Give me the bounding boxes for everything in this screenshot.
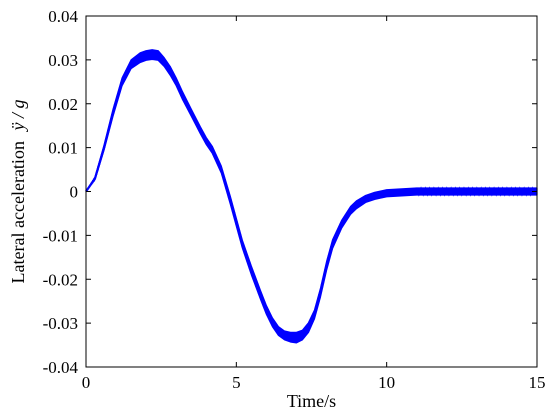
- y-tick-label-6: 0.02: [48, 95, 78, 114]
- series-0-line: [85, 53, 537, 339]
- y-tick-label-0: -0.04: [43, 358, 79, 377]
- x-axis-label: Time/s: [287, 391, 336, 411]
- y-tick-label-3: -0.01: [43, 226, 78, 245]
- ticks-layer: 0 5 10 15 -0.04 -0.03 -0.02 -0.01 0 0.01 0.02 0.03 0…: [43, 7, 546, 392]
- y-tick-label-2: -0.02: [43, 270, 78, 289]
- y-tick-label-5: 0.01: [48, 139, 78, 158]
- x-tick-label-2: 10: [378, 373, 395, 392]
- y-tick-label-1: -0.03: [43, 314, 78, 333]
- y-axis-label-text: Lateral acceleration: [8, 141, 28, 283]
- y-axis-label: Lateral acceleration ÿ / g: [8, 100, 28, 284]
- y-tick-label-4: 0: [70, 183, 79, 202]
- x-tick-label-1: 5: [232, 373, 241, 392]
- y-tick-label-8: 0.04: [48, 7, 78, 26]
- x-tick-label-3: 15: [529, 373, 546, 392]
- x-tick-label-0: 0: [82, 373, 91, 392]
- y-axis-label-symbol: ÿ / g: [8, 100, 28, 133]
- y-tick-label-7: 0.03: [48, 51, 78, 70]
